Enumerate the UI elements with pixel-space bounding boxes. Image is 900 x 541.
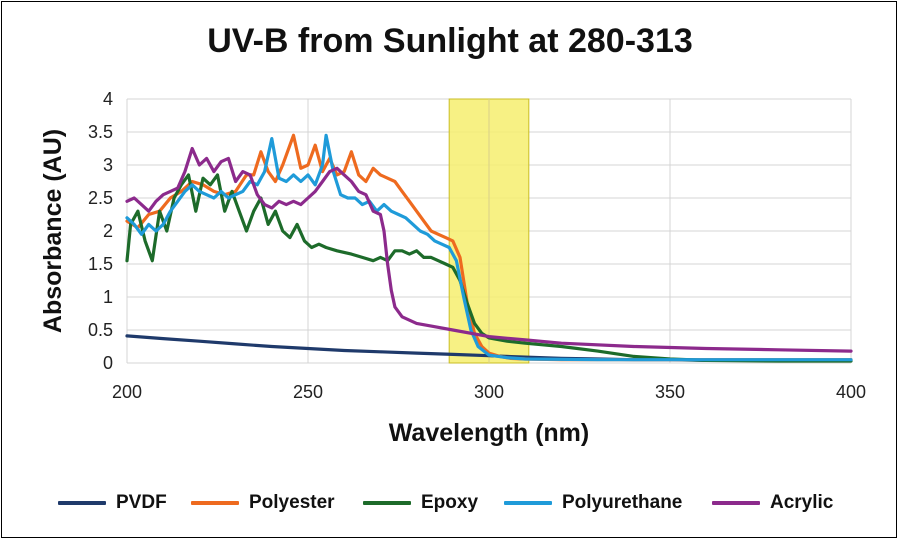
y-tick-label: 1: [103, 287, 113, 307]
series-line-acrylic: [125, 146, 853, 353]
legend-swatch: [191, 501, 239, 505]
legend-swatch: [58, 501, 106, 505]
x-tick-label: 400: [836, 382, 866, 402]
y-tick-label: 1.5: [88, 254, 113, 274]
legend-item-acrylic: Acrylic: [712, 488, 833, 518]
y-tick-label: 3.5: [88, 122, 113, 142]
x-tick-label: 200: [112, 382, 142, 402]
legend-label: Polyester: [249, 492, 335, 513]
legend-label: Acrylic: [770, 492, 834, 513]
legend: PVDF Polyester Epoxy Polyurethane Acrylic: [0, 488, 900, 518]
legend-item-epoxy: Epoxy: [363, 488, 478, 518]
x-tick-label: 350: [655, 382, 685, 402]
x-tick-label: 250: [293, 382, 323, 402]
legend-swatch: [363, 501, 411, 505]
legend-item-polyurethane: Polyurethane: [504, 488, 682, 518]
y-tick-label: 0: [103, 353, 113, 373]
series-line-polyurethane: [125, 133, 853, 362]
chart-title: UV-B from Sunlight at 280-313: [207, 22, 693, 60]
legend-label: PVDF: [116, 492, 167, 513]
legend-item-pvdf: PVDF: [58, 488, 167, 518]
y-tick-label: 2: [103, 221, 113, 241]
x-tick-label: 300: [474, 382, 504, 402]
y-axis-title: Absorbance (AU): [39, 129, 67, 333]
legend-label: Polyurethane: [562, 492, 683, 513]
legend-swatch: [504, 501, 552, 505]
legend-item-polyester: Polyester: [191, 488, 335, 518]
legend-swatch: [712, 501, 760, 505]
legend-label: Epoxy: [421, 492, 479, 513]
y-tick-label: 2.5: [88, 188, 113, 208]
y-tick-label: 3: [103, 155, 113, 175]
x-axis-title: Wavelength (nm): [389, 419, 589, 447]
y-tick-label: 4: [103, 89, 113, 109]
y-tick-label: 0.5: [88, 320, 113, 340]
